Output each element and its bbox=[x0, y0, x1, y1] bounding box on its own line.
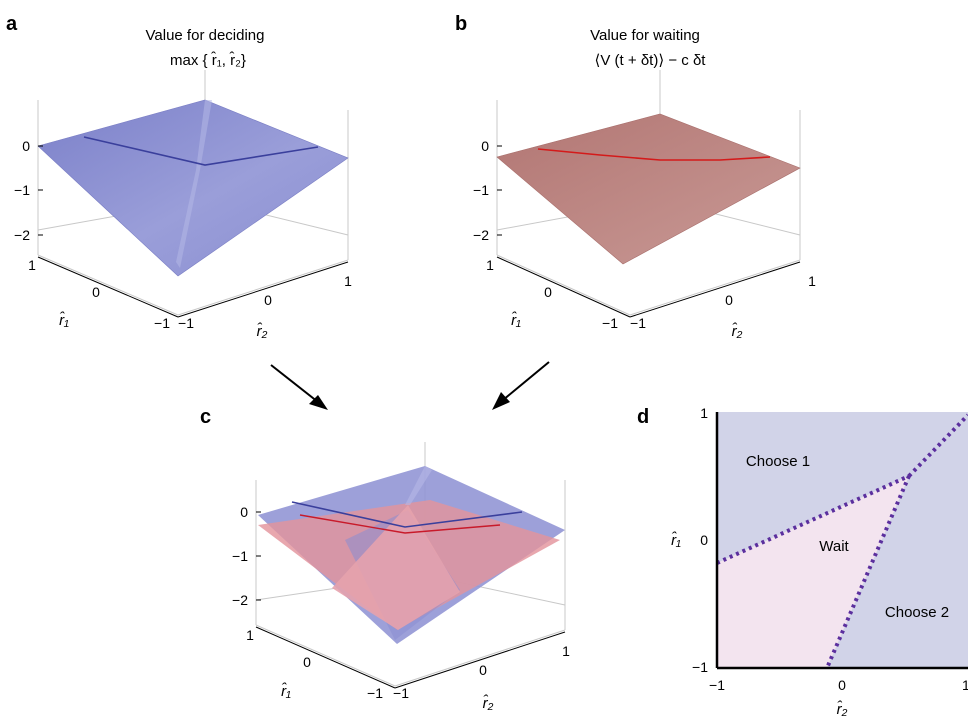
panel-d-wait-region bbox=[717, 476, 909, 668]
boundary-choose1-choose2 bbox=[907, 413, 968, 478]
panel-d-x-tick-1: 1 bbox=[962, 677, 968, 693]
panel-b-r2-tick-1: 1 bbox=[808, 273, 816, 289]
panel-d-x-tick-0: 0 bbox=[838, 677, 846, 693]
panel-a-z-tick-2: −2 bbox=[14, 227, 30, 243]
panel-b-title-line1: Value for waiting bbox=[590, 27, 700, 44]
panel-c-overlap-region bbox=[332, 505, 460, 630]
arrow-a-to-c-head bbox=[309, 395, 328, 410]
panel-b-title-line2: ⟨V (t + δt)⟩ − c δt bbox=[595, 52, 707, 69]
panel-b: b Value for waiting ⟨V (t + δt)⟩ − c δt … bbox=[455, 13, 816, 340]
panel-b-r1-tick-1: 1 bbox=[486, 257, 494, 273]
panel-c-r1-label: r̂₁ bbox=[281, 682, 291, 700]
panel-a-z-tick-0: 0 bbox=[22, 138, 30, 154]
region-label-choose-1: Choose 1 bbox=[746, 453, 810, 470]
panel-b-z-tick-1: −1 bbox=[473, 182, 489, 198]
panel-b-value-line bbox=[537, 148, 771, 161]
boundary-wait-choose1 bbox=[716, 474, 910, 565]
panel-c-z-tick-2: −2 bbox=[232, 592, 248, 608]
region-label-choose-2: Choose 2 bbox=[885, 604, 949, 621]
panel-d-y-tick-m1: −1 bbox=[692, 659, 708, 675]
panel-d-y-tick-0: 0 bbox=[700, 532, 708, 548]
panel-b-r2-label: r̂₂ bbox=[732, 322, 743, 340]
panel-d: d Choose 1 Wait Choose 2 1 0 −1 r̂₁ −1 0… bbox=[637, 405, 968, 718]
panel-c-r1-axis: 1 0 −1 r̂₁ bbox=[246, 626, 396, 701]
panel-c-r1-tick-1: 1 bbox=[246, 627, 254, 643]
panel-b-r1-axis: 1 0 −1 r̂₁ bbox=[486, 256, 631, 331]
panel-c-r2-axis: −1 0 1 r̂₂ bbox=[393, 631, 570, 712]
panel-c-z-tick-1: −1 bbox=[232, 548, 248, 564]
panel-a-r2-tick-0: 0 bbox=[264, 292, 272, 308]
panel-c-r1-tick-m1: −1 bbox=[367, 685, 383, 701]
panel-b-waiting-surface bbox=[496, 113, 801, 265]
panel-b-label: b bbox=[455, 13, 467, 35]
panel-b-r2-tick-0: 0 bbox=[725, 292, 733, 308]
panel-d-y-label: r̂₁ bbox=[671, 531, 681, 549]
panel-c-deciding-line bbox=[291, 501, 523, 528]
panel-b-z-tick-0: 0 bbox=[481, 138, 489, 154]
panel-b-r1-tick-0: 0 bbox=[544, 284, 552, 300]
panel-d-x-label: r̂₂ bbox=[837, 700, 848, 718]
arrows bbox=[270, 361, 550, 410]
panel-a-surface-crease bbox=[176, 100, 212, 268]
panel-a-r1-tick-1: 1 bbox=[28, 257, 36, 273]
panel-d-decision-boundaries bbox=[716, 413, 968, 669]
panel-a-r2-label: r̂₂ bbox=[257, 322, 268, 340]
panel-d-y-tick-1: 1 bbox=[700, 405, 708, 421]
panel-a-r1-tick-m1: −1 bbox=[154, 315, 170, 331]
panel-a-r2-axis: −1 0 1 r̂₂ bbox=[177, 261, 352, 340]
panel-d-x-tick-m1: −1 bbox=[709, 677, 725, 693]
panel-a: a Value for deciding max { r̂₁, r̂₂} 0 −… bbox=[6, 13, 352, 340]
panel-a-r1-label: r̂₁ bbox=[59, 311, 69, 329]
panel-a-r1-axis: 1 0 −1 r̂₁ bbox=[28, 256, 179, 331]
panel-c-waiting-line bbox=[299, 514, 501, 534]
panel-b-r2-axis: −1 0 1 r̂₂ bbox=[629, 261, 816, 340]
panel-b-r2-tick-m1: −1 bbox=[630, 315, 646, 331]
panel-d-label: d bbox=[637, 406, 649, 428]
panel-b-z-ticks: 0 −1 −2 bbox=[473, 138, 502, 243]
panel-a-z-ticks: 0 −1 −2 bbox=[14, 138, 43, 243]
panel-a-r2-tick-1: 1 bbox=[344, 273, 352, 289]
panel-c-r2-tick-0: 0 bbox=[479, 662, 487, 678]
panel-b-z-tick-2: −2 bbox=[473, 227, 489, 243]
panel-a-label: a bbox=[6, 13, 18, 35]
panel-c-r2-tick-m1: −1 bbox=[393, 685, 409, 701]
panel-b-r1-tick-m1: −1 bbox=[602, 315, 618, 331]
panel-c-r1-tick-0: 0 bbox=[303, 654, 311, 670]
panel-a-r1-tick-0: 0 bbox=[92, 284, 100, 300]
panel-c-z-tick-0: 0 bbox=[240, 504, 248, 520]
panel-c-z-ticks: 0 −1 −2 bbox=[232, 504, 261, 608]
panel-b-r1-label: r̂₁ bbox=[511, 311, 521, 329]
panel-c-label: c bbox=[200, 406, 211, 428]
panel-a-value-line bbox=[83, 136, 319, 166]
panel-c-top-fold bbox=[405, 466, 432, 505]
panel-a-z-tick-1: −1 bbox=[14, 182, 30, 198]
panel-a-title-line2: max { r̂₁, r̂₂} bbox=[170, 51, 246, 69]
panel-c: c 0 −1 −2 1 0 −1 r bbox=[200, 406, 570, 712]
arrow-b-to-c-head bbox=[492, 392, 510, 410]
panel-a-r2-tick-m1: −1 bbox=[178, 315, 194, 331]
panel-c-r2-tick-1: 1 bbox=[562, 643, 570, 659]
region-label-wait: Wait bbox=[819, 538, 849, 555]
panel-a-title-line1: Value for deciding bbox=[146, 27, 265, 44]
panel-c-r2-label: r̂₂ bbox=[483, 694, 494, 712]
